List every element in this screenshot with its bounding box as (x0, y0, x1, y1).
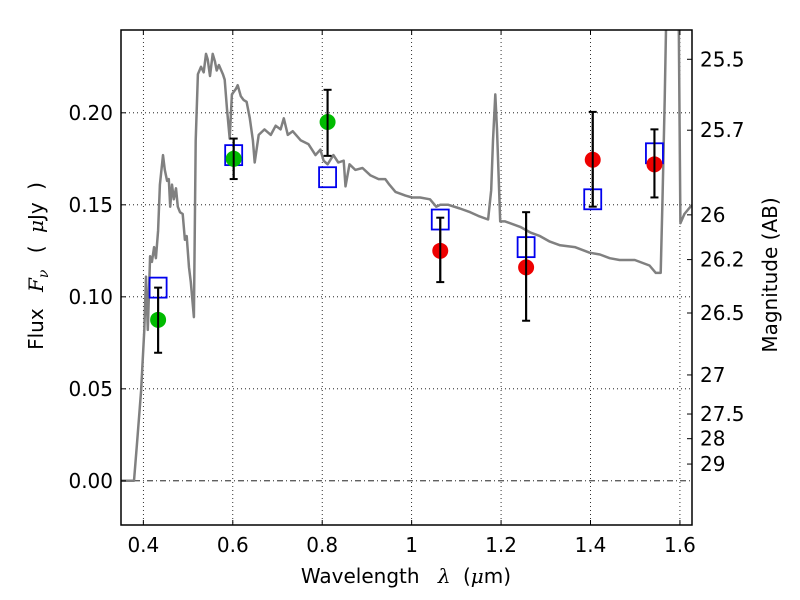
y2-tick-label: 26 (700, 203, 725, 227)
x-axis-title-open: ( (463, 564, 471, 588)
y-axis-title-close: ) (24, 182, 48, 190)
spectrum-line (121, 30, 668, 483)
x-tick-label: 1.2 (485, 533, 517, 557)
y2-tick-label: 26.5 (700, 301, 745, 325)
y-axis-title-unit: Jy (24, 202, 48, 222)
y2-tick-label: 26.2 (700, 248, 745, 272)
model-point-square (318, 166, 337, 189)
x-axis-title-word: Wavelength (301, 564, 420, 588)
x-tick-label: 1 (405, 533, 418, 557)
x-tick-label: 1.6 (664, 533, 696, 557)
y2-tick-label: 27 (700, 363, 725, 387)
x-axis-title-mu: μ (471, 564, 484, 588)
y-axis-title-symbol: F (24, 277, 48, 293)
y2-tick-label: 28 (700, 427, 725, 451)
y2-tick-label: 27.5 (700, 402, 745, 426)
plot-area (121, 30, 692, 483)
x-tick-label: 1.4 (575, 533, 607, 557)
x-tick-label: 0.4 (127, 533, 159, 557)
y-tick-label: 0.00 (68, 469, 113, 493)
y-tick-label: 0.15 (68, 193, 113, 217)
ticks: 0.4 0.6 0.8 1 1.2 1.4 1.6 0.00 0.05 0.10 0.15 0.20 2… (68, 30, 745, 557)
x-axis-title-symbol: λ (437, 564, 451, 588)
y-tick-label: 0.20 (68, 101, 113, 125)
y2-tick-label: 25.5 (700, 47, 745, 71)
y-tick-label: 0.10 (68, 285, 113, 309)
x-axis-title: Wavelength λ (μm) (301, 564, 511, 588)
y-axis-title-open: ( (24, 245, 48, 253)
y-axis-title: Flux Fν ( μJy ) (24, 182, 53, 350)
x-axis-title-unit: m) (484, 564, 511, 588)
y2-axis-title: Magnitude (AB) (758, 197, 782, 352)
y2-tick-label: 29 (700, 452, 725, 476)
x-tick-label: 0.8 (306, 533, 338, 557)
grid (121, 30, 692, 525)
spectrum-line (677, 30, 692, 225)
plot-background (121, 30, 692, 525)
y-axis-title-subscript: ν (36, 269, 52, 278)
x-tick-label: 0.6 (217, 533, 249, 557)
y2-tick-label: 25.7 (700, 118, 745, 142)
y-tick-label: 0.05 (68, 377, 113, 401)
y-axis-title-mu: μ (24, 220, 48, 233)
y-axis-title-word: Flux (24, 308, 48, 350)
axes-frame (120, 29, 693, 526)
